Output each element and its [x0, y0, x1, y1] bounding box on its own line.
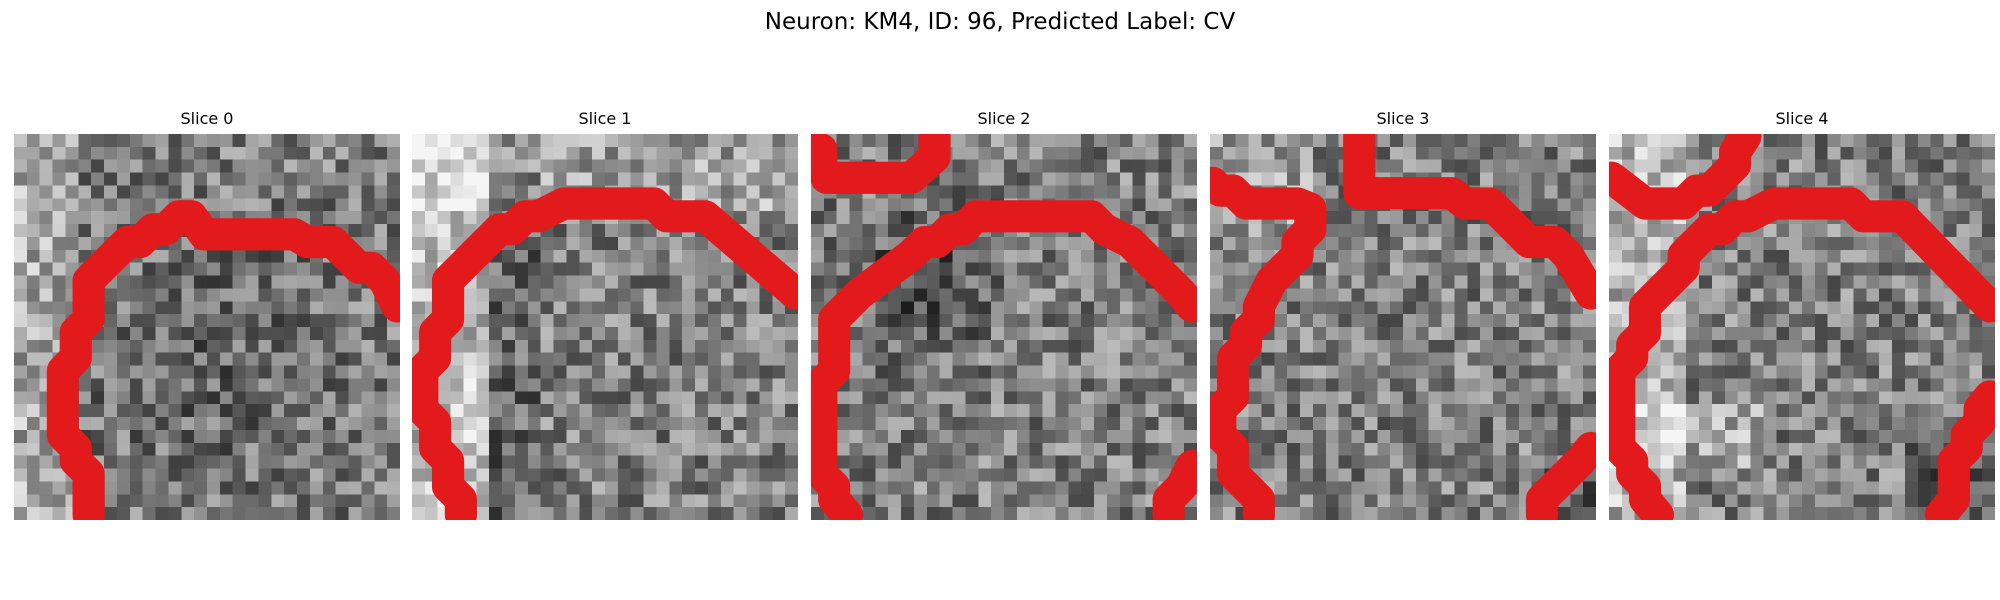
- slice-image: [1609, 134, 1995, 520]
- segmentation-contour: [1924, 380, 1995, 520]
- slice-image: [14, 134, 400, 520]
- slice-panel-1: Slice 1: [412, 0, 798, 520]
- slice-panel-4: Slice 4: [1609, 0, 1995, 520]
- slice-image: [412, 134, 798, 520]
- segmentation-contour: [811, 134, 951, 194]
- slice-title: Slice 1: [578, 109, 632, 128]
- pixel-grid: [14, 134, 400, 520]
- slice-image: [1210, 134, 1596, 520]
- slice-panel-0: Slice 0: [14, 0, 400, 520]
- segmentation-contour: [1609, 187, 1995, 520]
- slice-title: Slice 3: [1376, 109, 1430, 128]
- segmentation-contour: [1609, 134, 1762, 220]
- slice-panel-2: Slice 2: [811, 0, 1197, 520]
- slice-image: [811, 134, 1197, 520]
- segmentation-contour: [1343, 134, 1596, 310]
- segmentation-contour: [412, 187, 798, 520]
- slice-title: Slice 4: [1775, 109, 1829, 128]
- slice-title: Slice 2: [977, 109, 1031, 128]
- segmentation-contour: [1525, 431, 1596, 520]
- segmentation-contour: [811, 200, 1197, 520]
- slice-title: Slice 0: [180, 109, 234, 128]
- figure-title: Neuron: KM4, ID: 96, Predicted Label: CV: [764, 9, 1236, 35]
- slice-panel-3: Slice 3: [1210, 0, 1596, 520]
- segmentation-contour: [46, 200, 400, 520]
- segmentation-contour: [1210, 166, 1327, 520]
- segmentation-contour: [1152, 449, 1197, 520]
